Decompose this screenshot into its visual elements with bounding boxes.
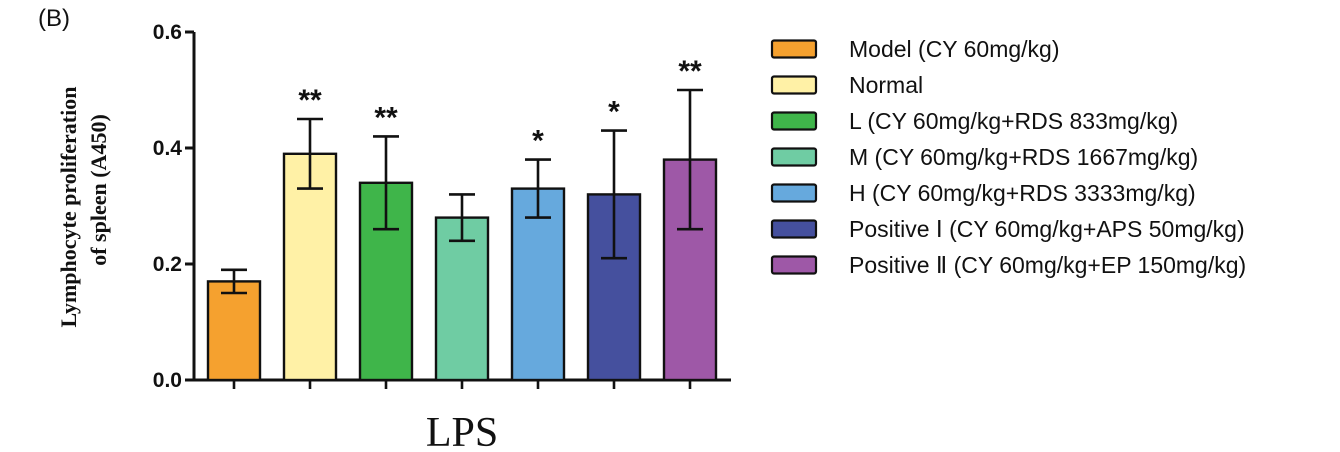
legend-label: M (CY 60mg/kg+RDS 1667mg/kg): [849, 144, 1198, 170]
significance-label: **: [374, 101, 398, 134]
y-axis-title-line-2: of spleen (A450): [86, 114, 111, 266]
significance-label: *: [532, 125, 544, 158]
plot-area: 0.00.20.40.6********: [153, 21, 731, 392]
y-axis-title-group: Lymphocyte proliferation of spleen (A450…: [56, 87, 111, 328]
y-tick-label: 0.4: [153, 137, 183, 160]
legend-label: Positive Ⅱ (CY 60mg/kg+EP 150mg/kg): [849, 252, 1246, 278]
y-tick-label: 0.6: [153, 21, 182, 44]
x-axis-title: LPS: [426, 410, 498, 452]
legend-swatch: [770, 255, 818, 275]
legend: Model (CY 60mg/kg) Normal L (CY 60mg/kg+RD…: [770, 36, 1246, 278]
y-tick-label: 0.2: [153, 253, 182, 276]
legend-swatch: [770, 219, 818, 239]
y-tick-label: 0.0: [153, 369, 182, 392]
legend-label: Positive Ⅰ (CY 60mg/kg+APS 50mg/kg): [849, 216, 1245, 242]
significance-label: *: [608, 96, 620, 129]
legend-swatch: [770, 183, 818, 203]
legend-swatch: [770, 111, 818, 131]
panel-label: (B): [38, 5, 70, 32]
legend-swatch: [770, 39, 818, 59]
legend-swatch: [770, 147, 818, 167]
significance-label: **: [678, 55, 702, 88]
legend-label: Normal: [849, 72, 923, 98]
legend-label: H (CY 60mg/kg+RDS 3333mg/kg): [849, 180, 1196, 206]
legend-swatch: [770, 75, 818, 95]
legend-label: L (CY 60mg/kg+RDS 833mg/kg): [849, 108, 1178, 134]
bar: [206, 280, 262, 382]
y-axis-title-line-1: Lymphocyte proliferation: [56, 87, 81, 328]
legend-label: Model (CY 60mg/kg): [849, 36, 1060, 62]
significance-label: **: [298, 84, 322, 117]
